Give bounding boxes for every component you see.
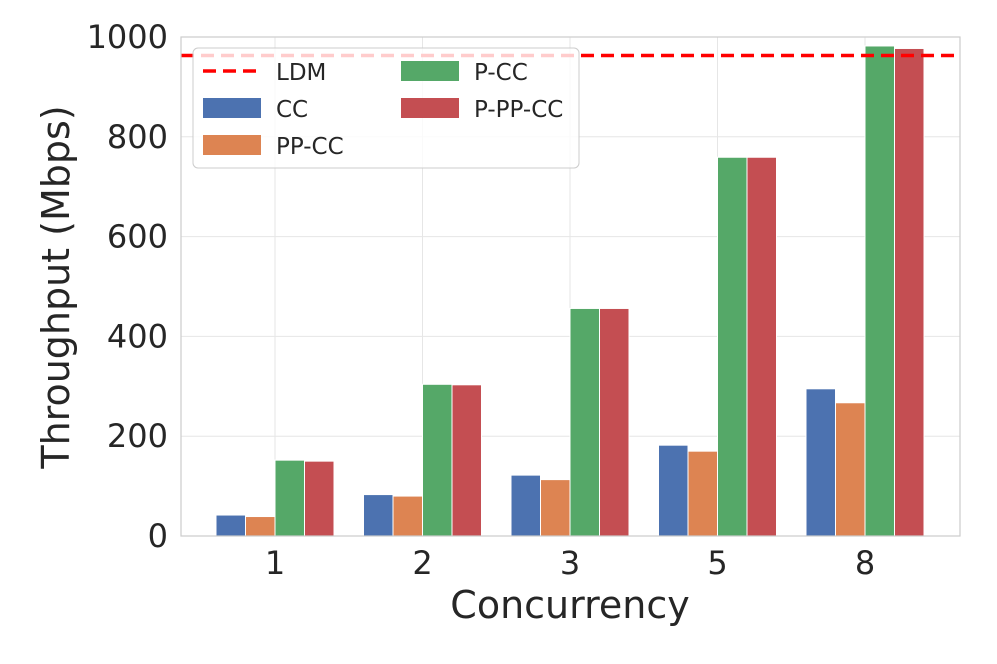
bar-p-pp-cc-2 <box>451 384 482 537</box>
bar-p-pp-cc-1 <box>304 460 335 537</box>
bar-pp-cc-5 <box>687 450 718 537</box>
x-tick-label: 5 <box>707 544 727 582</box>
legend-swatch-p-pp-cc <box>401 98 459 118</box>
y-tick-label: 0 <box>148 517 168 555</box>
x-tick-label: 1 <box>265 544 285 582</box>
bars <box>215 45 925 537</box>
x-axis-ticks: 1 2 3 5 8 <box>265 544 875 582</box>
legend-label-ldm: LDM <box>276 60 326 86</box>
bar-pp-cc-2 <box>392 495 423 537</box>
bar-cc-8 <box>805 388 836 537</box>
legend-label-cc: CC <box>276 97 308 123</box>
bar-pp-cc-3 <box>540 479 571 537</box>
bar-p-cc-2 <box>422 383 453 537</box>
legend-label-pp-cc: PP-CC <box>276 134 344 160</box>
legend: LDM CC PP-CC P-CC P-PP-CC <box>192 47 580 169</box>
y-axis-label: Throughput (Mbps) <box>34 105 78 469</box>
x-tick-label: 3 <box>560 544 580 582</box>
y-axis-ticks: 0 200 400 600 800 1000 <box>87 18 168 555</box>
legend-swatch-pp-cc <box>203 135 261 155</box>
legend-swatch-p-cc <box>401 61 459 81</box>
bar-pp-cc-1 <box>245 516 276 537</box>
y-tick-label: 600 <box>107 218 168 256</box>
bar-cc-2 <box>363 494 394 537</box>
y-tick-label: 200 <box>107 417 168 455</box>
bar-p-cc-5 <box>717 156 748 537</box>
bar-p-pp-cc-3 <box>599 307 630 537</box>
bar-cc-1 <box>215 514 246 537</box>
x-tick-label: 2 <box>412 544 432 582</box>
bar-p-cc-1 <box>274 459 305 537</box>
bar-p-pp-cc-8 <box>894 47 925 537</box>
x-axis-label: Concurrency <box>450 583 689 627</box>
bar-cc-5 <box>658 444 689 537</box>
y-tick-label: 1000 <box>87 18 168 56</box>
bar-p-cc-8 <box>864 45 895 537</box>
y-tick-label: 400 <box>107 317 168 355</box>
legend-label-p-pp-cc: P-PP-CC <box>474 97 563 123</box>
legend-swatch-cc <box>203 98 261 118</box>
bar-cc-3 <box>510 474 541 537</box>
plot-frame <box>180 36 961 537</box>
bar-p-pp-cc-5 <box>746 156 777 537</box>
bar-pp-cc-8 <box>835 402 866 537</box>
y-tick-label: 800 <box>107 118 168 156</box>
x-tick-label: 8 <box>855 544 875 582</box>
legend-label-p-cc: P-CC <box>474 60 528 86</box>
bar-p-cc-3 <box>569 307 600 537</box>
legend-box <box>192 47 580 169</box>
